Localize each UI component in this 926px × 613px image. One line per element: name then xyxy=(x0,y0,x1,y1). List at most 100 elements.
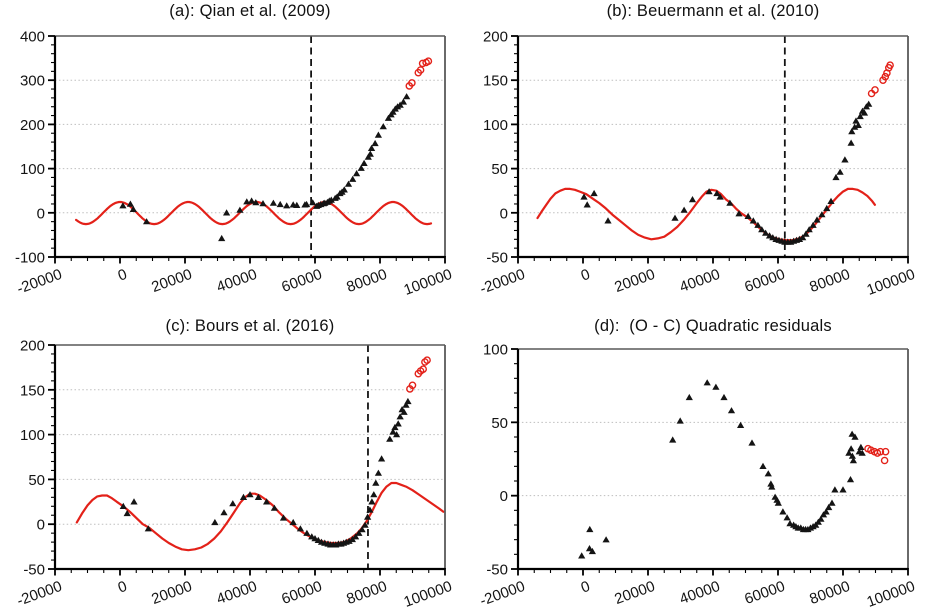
triangle-marker xyxy=(211,518,219,526)
x-tick-label: 80000 xyxy=(807,266,852,296)
fit-curve xyxy=(75,481,445,552)
x-tick-label: -20000 xyxy=(478,578,528,610)
panel-a-plot: -20000 0 20000 40000 60000 80000 100000 400 300 2… xyxy=(15,29,455,299)
triangle-marker xyxy=(378,455,386,462)
red-open-circle-series xyxy=(405,57,433,90)
y-tick-label: 100 xyxy=(483,117,508,134)
triangle-marker xyxy=(676,417,684,424)
triangle-marker xyxy=(389,428,397,435)
triangle-marker xyxy=(353,170,361,177)
triangle-marker xyxy=(374,469,382,476)
triangle-marker xyxy=(119,202,127,209)
panel-c-title: (c): Bours et al. (2016) xyxy=(165,317,335,335)
y-tick-label: 200 xyxy=(20,338,45,355)
black-triangle-series xyxy=(578,379,866,559)
triangle-marker xyxy=(749,217,757,224)
triangle-marker xyxy=(774,499,782,506)
triangle-marker xyxy=(370,491,378,498)
triangle-marker xyxy=(779,508,787,515)
triangle-marker xyxy=(685,393,693,401)
panel-c-plot: -20000 0 20000 40000 60000 80000 100000 200 150 1… xyxy=(15,338,455,611)
triangle-marker xyxy=(309,199,317,206)
y-axis-ticks: 200 150 100 50 0 -50 xyxy=(20,338,55,579)
y-tick-label: 0 xyxy=(500,205,508,222)
triangle-marker xyxy=(847,139,855,146)
x-axis-ticks: -20000 0 20000 40000 60000 80000 100000 xyxy=(15,568,455,611)
triangle-marker xyxy=(220,509,228,516)
black-triangle-series xyxy=(119,397,412,548)
triangle-marker xyxy=(400,408,408,415)
fit-curve xyxy=(536,187,876,242)
triangle-marker xyxy=(720,393,728,401)
triangle-marker xyxy=(858,449,866,456)
triangle-marker xyxy=(279,514,288,521)
triangle-marker xyxy=(368,498,376,505)
triangle-marker xyxy=(586,525,594,533)
triangle-marker xyxy=(726,199,734,206)
y-tick-label: 300 xyxy=(20,73,45,90)
y-tick-label: 50 xyxy=(491,161,508,178)
y-tick-label: 150 xyxy=(20,382,45,399)
x-tick-label: 100000 xyxy=(402,266,455,299)
plot-box xyxy=(53,35,446,259)
triangle-marker xyxy=(759,462,767,469)
plot-box xyxy=(516,348,909,571)
y-tick-label: 100 xyxy=(20,161,45,178)
triangle-marker xyxy=(371,139,379,147)
triangle-marker xyxy=(703,379,711,386)
panel-b: (b): Beuermann et al. (2010) -20000 0 2000… xyxy=(463,0,926,306)
triangle-marker xyxy=(404,397,412,405)
triangle-marker xyxy=(393,431,401,438)
x-tick-label: 60000 xyxy=(742,578,787,608)
x-axis-ticks: -20000 0 20000 40000 60000 80000 100000 xyxy=(478,568,917,611)
triangle-marker xyxy=(340,186,348,193)
x-tick-label: 0 xyxy=(116,266,130,285)
triangle-marker xyxy=(848,430,856,437)
triangle-marker xyxy=(852,117,860,124)
triangle-marker xyxy=(712,383,720,390)
triangle-marker xyxy=(399,98,407,105)
triangle-marker xyxy=(374,131,382,138)
x-tick-label: 100000 xyxy=(402,578,455,611)
triangle-marker xyxy=(239,493,248,500)
y-tick-label: 50 xyxy=(28,472,45,489)
open-circle-marker xyxy=(880,456,889,465)
panel-d: (d): (O - C) Quadratic residuals -20000 0… xyxy=(463,307,926,613)
y-tick-label: 50 xyxy=(491,415,508,432)
triangle-marker xyxy=(254,493,263,500)
triangle-marker xyxy=(372,479,380,486)
triangle-marker xyxy=(396,413,404,420)
y-tick-label: 400 xyxy=(20,29,45,46)
x-tick-label: 40000 xyxy=(214,266,259,296)
x-tick-label: 20000 xyxy=(612,266,657,296)
x-tick-label: 40000 xyxy=(214,578,259,608)
y-tick-label: 200 xyxy=(483,29,508,46)
triangle-marker xyxy=(590,189,598,197)
triangle-marker xyxy=(817,515,825,522)
triangle-marker xyxy=(754,221,762,228)
triangle-marker xyxy=(270,504,278,511)
x-tick-label: 0 xyxy=(579,578,593,597)
y-axis-ticks: 200 150 100 50 0 -50 xyxy=(483,29,518,267)
y-tick-label: 0 xyxy=(37,517,45,534)
triangle-marker xyxy=(293,201,301,208)
x-tick-label: 40000 xyxy=(677,578,722,608)
triangle-marker xyxy=(848,452,856,459)
triangle-marker xyxy=(119,502,127,509)
triangle-marker xyxy=(327,196,335,203)
panel-a: (a): Qian et al. (2009) -20000 0 20000 4000… xyxy=(0,0,463,306)
triangle-marker xyxy=(248,197,256,204)
triangle-marker xyxy=(849,457,857,464)
triangle-marker xyxy=(303,529,311,536)
triangle-marker xyxy=(802,230,810,237)
triangle-marker xyxy=(283,202,291,209)
x-tick-label: 60000 xyxy=(742,266,787,296)
red-open-circle-series xyxy=(406,356,431,393)
triangle-marker xyxy=(845,449,853,456)
triangle-marker xyxy=(604,217,612,224)
x-axis-ticks: -20000 0 20000 40000 60000 80000 100000 xyxy=(15,256,455,299)
triangle-marker xyxy=(588,547,596,555)
open-circle-marker xyxy=(419,365,428,374)
x-tick-label: 20000 xyxy=(149,266,194,296)
